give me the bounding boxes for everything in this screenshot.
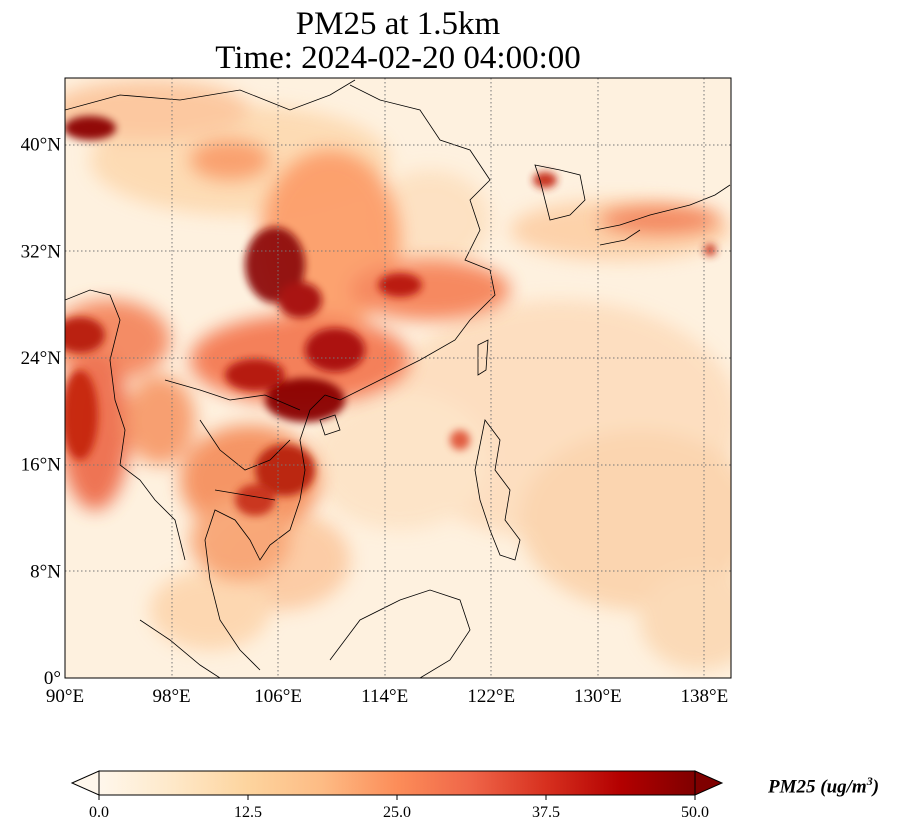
colorbar-label-exponent: 3 bbox=[866, 774, 873, 788]
colorbar: 0.0 12.5 25.0 37.5 50.0 bbox=[70, 770, 724, 821]
colorbar-min-extend-arrow bbox=[70, 770, 100, 796]
y-tick-label: 16°N bbox=[21, 455, 62, 476]
colorbar-tick-label: 0.0 bbox=[89, 804, 109, 821]
x-tick-label: 98°E bbox=[152, 686, 190, 707]
colorbar-label: PM25 (ug/m3) bbox=[768, 774, 879, 798]
colorbar-ticks: 0.0 12.5 25.0 37.5 50.0 bbox=[89, 795, 709, 821]
x-tick-label: 90°E bbox=[46, 686, 84, 707]
colorbar-label-close: ) bbox=[872, 776, 880, 798]
y-axis-ticks: 0° 8°N 16°N 24°N 32°N 40°N bbox=[21, 135, 62, 689]
y-tick-label: 40°N bbox=[21, 135, 62, 156]
x-tick-label: 130°E bbox=[574, 686, 622, 707]
coastlines bbox=[65, 79, 731, 678]
x-tick-label: 138°E bbox=[681, 686, 729, 707]
colorbar-label-name: PM25 (ug/m bbox=[768, 776, 867, 798]
x-tick-label: 122°E bbox=[467, 686, 515, 707]
x-tick-label: 106°E bbox=[254, 686, 302, 707]
x-axis-ticks: 90°E 98°E 106°E 114°E 122°E 130°E 138°E bbox=[46, 686, 728, 707]
colorbar-tick-label: 25.0 bbox=[383, 804, 411, 821]
y-tick-label: 8°N bbox=[30, 561, 61, 582]
plot-time-subtitle: Time: 2024-02-20 04:00:00 bbox=[215, 40, 581, 76]
colorbar-tick-label: 37.5 bbox=[532, 804, 560, 821]
map-frame bbox=[64, 77, 732, 679]
colorbar-max-extend-arrow bbox=[694, 770, 724, 796]
colorbar-tick-label: 12.5 bbox=[234, 804, 262, 821]
pm25-concentration-field bbox=[65, 78, 731, 678]
y-tick-label: 24°N bbox=[21, 348, 62, 369]
gridlines bbox=[65, 78, 731, 678]
plot-title: PM25 at 1.5km bbox=[295, 6, 501, 42]
x-tick-label: 114°E bbox=[361, 686, 408, 707]
colorbar-tick-label: 50.0 bbox=[681, 804, 709, 821]
colorbar-gradient bbox=[98, 770, 696, 796]
y-tick-label: 32°N bbox=[21, 241, 62, 262]
y-tick-label: 0° bbox=[44, 668, 61, 689]
